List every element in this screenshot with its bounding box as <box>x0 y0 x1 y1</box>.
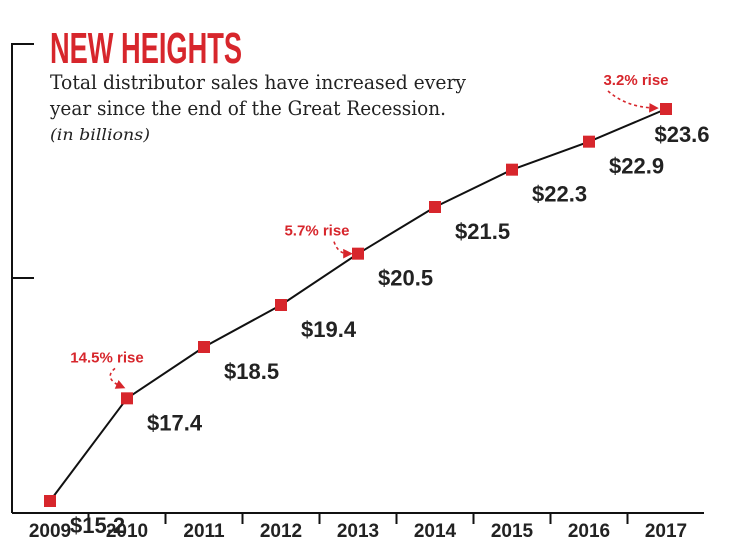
chart-subtitle-line-1: Total distributor sales have increased e… <box>50 70 467 94</box>
data-point-2017 <box>660 103 672 115</box>
value-label-2014: $21.5 <box>455 219 510 244</box>
annotation-label-2017: 3.2% rise <box>603 72 668 89</box>
value-label-2016: $22.9 <box>609 154 664 179</box>
annotations: 14.5% rise 5.7% rise 3.2% rise <box>70 72 669 389</box>
x-tick-label-2012: 2012 <box>260 521 302 542</box>
x-tick-label-2014: 2014 <box>414 521 457 542</box>
annotation-arrow-2013 <box>333 241 353 259</box>
annotation-label-2013: 5.7% rise <box>284 223 349 240</box>
data-point-2010 <box>121 392 133 405</box>
x-tick-label-2013: 2013 <box>337 521 379 542</box>
x-axis-tick-labels: 2009 2010 2011 2012 2013 2014 2015 2016 2017 <box>29 521 687 542</box>
value-labels: $15.2 $17.4 $18.5 $19.4 $20.5 $21.5 $22.3 $22.9… <box>70 122 710 538</box>
data-point-2016 <box>583 135 595 148</box>
value-label-2011: $18.5 <box>224 359 279 384</box>
x-tick-label-2009: 2009 <box>29 521 71 542</box>
value-label-2013: $20.5 <box>378 266 433 291</box>
chart-subtitle-line-2: year since the end of the Great Recessio… <box>49 96 446 120</box>
value-label-2015: $22.3 <box>532 182 587 207</box>
chart-title: NEW HEIGHTS <box>50 24 242 73</box>
data-point-2009 <box>44 495 56 507</box>
data-point-2014 <box>429 201 441 213</box>
annotation-arrow-2017 <box>607 90 659 113</box>
chart-unit-note: (in billions) <box>50 125 150 144</box>
data-point-2012 <box>275 299 287 311</box>
data-point-2015 <box>506 163 518 176</box>
value-label-2017: $23.6 <box>654 122 709 147</box>
x-tick-label-2015: 2015 <box>491 521 534 542</box>
data-point-2013 <box>352 247 364 260</box>
value-label-2010: $17.4 <box>147 410 203 435</box>
data-point-2011 <box>198 341 210 353</box>
x-tick-label-2016: 2016 <box>568 521 610 542</box>
value-label-2009: $15.2 <box>70 513 125 538</box>
x-tick-label-2010: 2010 <box>106 521 148 542</box>
annotation-arrow-2010 <box>109 367 126 389</box>
x-tick-label-2011: 2011 <box>183 521 225 542</box>
annotation-label-2010: 14.5% rise <box>70 349 143 366</box>
value-label-2012: $19.4 <box>301 317 357 342</box>
x-tick-label-2017: 2017 <box>645 521 687 542</box>
series-line <box>49 108 667 502</box>
x-axis-ticks <box>87 513 629 524</box>
series-sales <box>44 103 672 507</box>
